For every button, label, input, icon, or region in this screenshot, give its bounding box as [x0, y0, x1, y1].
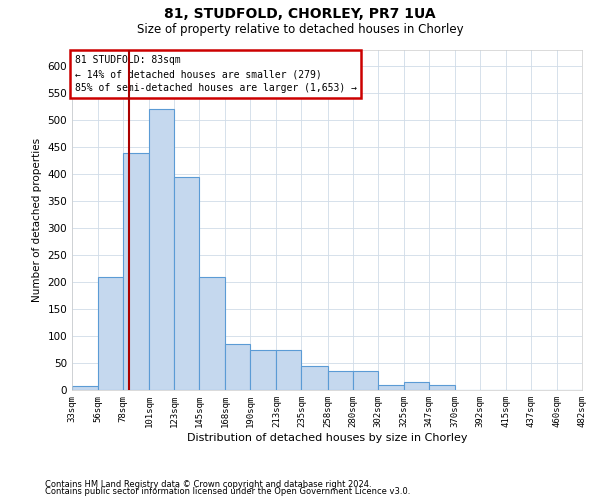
Bar [199, 276, 226, 390]
Bar [328, 371, 353, 390]
Bar [174, 177, 199, 390]
Bar [277, 350, 301, 390]
Bar [301, 366, 328, 390]
Text: 81, STUDFOLD, CHORLEY, PR7 1UA: 81, STUDFOLD, CHORLEY, PR7 1UA [164, 8, 436, 22]
Text: Contains public sector information licensed under the Open Government Licence v3: Contains public sector information licen… [45, 487, 410, 496]
Text: Size of property relative to detached houses in Chorley: Size of property relative to detached ho… [137, 22, 463, 36]
Bar [149, 110, 174, 390]
Bar [72, 386, 98, 390]
Bar [428, 384, 455, 390]
Bar [377, 384, 404, 390]
Text: Contains HM Land Registry data © Crown copyright and database right 2024.: Contains HM Land Registry data © Crown c… [45, 480, 371, 489]
Text: 81 STUDFOLD: 83sqm
← 14% of detached houses are smaller (279)
85% of semi-detach: 81 STUDFOLD: 83sqm ← 14% of detached hou… [74, 55, 356, 93]
Bar [98, 276, 123, 390]
Y-axis label: Number of detached properties: Number of detached properties [32, 138, 42, 302]
Bar [123, 152, 149, 390]
Bar [404, 382, 428, 390]
Bar [250, 350, 277, 390]
Bar [226, 344, 250, 390]
X-axis label: Distribution of detached houses by size in Chorley: Distribution of detached houses by size … [187, 432, 467, 442]
Bar [353, 371, 377, 390]
